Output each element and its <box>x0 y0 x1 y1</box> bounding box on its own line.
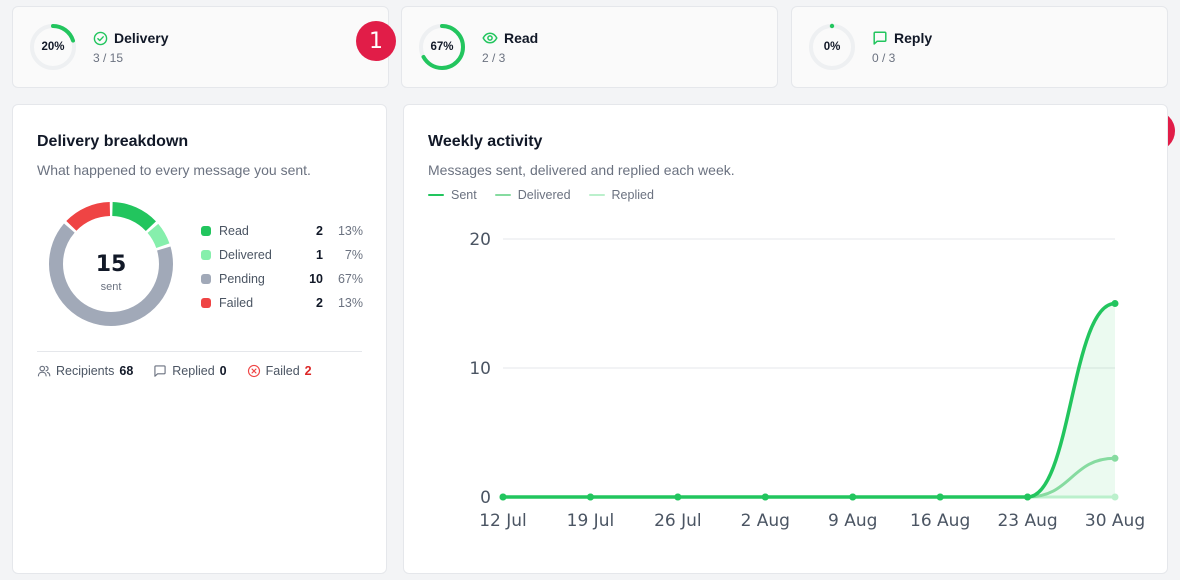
x-tick-label: 30 Aug <box>1085 511 1145 531</box>
legend-swatch <box>201 274 211 284</box>
message-square-icon <box>154 365 166 377</box>
series-area-sent <box>503 303 1115 497</box>
legend-count: 2 <box>316 296 323 310</box>
weekly-subtitle: Messages sent, delivered and replied eac… <box>428 162 735 178</box>
recipients-value: 68 <box>119 364 134 378</box>
legend-swatch <box>494 194 511 196</box>
series-line-sent <box>501 301 1117 499</box>
x-tick-label: 19 Jul <box>567 511 615 531</box>
failed-label: Failed <box>265 364 300 378</box>
donut-total: 15 <box>96 252 127 277</box>
donut-total-label: sent <box>101 281 122 293</box>
data-point-sent <box>849 493 857 501</box>
legend-swatch <box>588 194 605 196</box>
legend-count: 2 <box>316 224 323 238</box>
legend-swatch <box>201 226 211 236</box>
legend-percent: 13% <box>337 224 363 238</box>
reply-count: 0 / 3 <box>872 51 896 65</box>
x-tick-label: 16 Aug <box>910 511 970 531</box>
weekly-line-chart: 0 10 20 12 Jul 19 Jul 26 Jul 2 Aug 9 Aug 16 Aug 2… <box>469 230 1145 531</box>
data-point-sent <box>586 493 594 501</box>
data-point-sent <box>499 493 507 501</box>
stat-card-delivery: 20% Delivery 3 / 15 <box>12 6 389 88</box>
series-line-delivered <box>501 456 1117 499</box>
legend-item-replied: Replied <box>588 188 654 202</box>
legend-percent: 7% <box>344 248 363 262</box>
ring-svg <box>30 24 76 70</box>
legend-count: 10 <box>309 272 323 286</box>
legend-row-delivered: Delivered 1 7% <box>201 243 363 267</box>
delivery-progress-ring: 20% <box>29 23 77 71</box>
legend-label: Pending <box>219 272 265 286</box>
message-square-icon <box>873 31 887 45</box>
data-point-sent <box>1024 493 1032 501</box>
data-point-sent <box>761 493 769 501</box>
y-tick-label: 0 <box>480 488 491 508</box>
reply-percent: 0% <box>823 41 841 53</box>
legend-percent: 13% <box>337 296 363 310</box>
reply-title: Reply <box>894 30 933 46</box>
data-point-sent <box>1111 300 1119 307</box>
legend-swatch <box>201 250 211 260</box>
breakdown-footer: Recipients 68 Replied 0 Failed 2 <box>37 364 332 378</box>
recipients-label: Recipients <box>56 364 115 378</box>
check-circle-icon <box>93 31 108 45</box>
delivery-title: Delivery <box>114 30 169 46</box>
x-tick-label: 2 Aug <box>741 511 790 531</box>
y-tick-label: 20 <box>469 230 491 250</box>
stat-card-read: 67% Read 2 / 3 <box>401 6 778 88</box>
x-circle-icon <box>247 364 260 378</box>
delivery-percent: 20% <box>41 41 65 53</box>
legend-percent: 67% <box>337 272 363 286</box>
breakdown-donut-chart: 15 sent <box>49 202 173 326</box>
x-tick-label: 23 Aug <box>997 511 1057 531</box>
legend-label: Sent <box>451 188 477 202</box>
legend-item-delivered: Delivered <box>494 188 571 202</box>
legend-item-sent: Sent <box>428 188 477 202</box>
weekly-activity-card: Weekly activity Messages sent, delivered… <box>403 104 1168 574</box>
breakdown-title: Delivery breakdown <box>37 133 189 150</box>
ring-svg <box>419 24 465 70</box>
y-tick-label: 10 <box>469 359 491 379</box>
replied-value: 0 <box>219 364 227 378</box>
read-progress-ring: 67% <box>418 23 466 71</box>
legend-row-failed: Failed 2 13% <box>201 291 363 315</box>
replied-label: Replied <box>172 364 215 378</box>
data-point-sent <box>936 493 944 501</box>
ring-svg <box>809 23 855 70</box>
x-tick-label: 9 Aug <box>828 511 877 531</box>
legend-label: Delivered <box>517 188 571 202</box>
read-percent: 67% <box>430 41 454 53</box>
delivery-breakdown-card: Delivery breakdown What happened to ever… <box>12 104 387 574</box>
reply-progress-ring: 0% <box>808 23 856 71</box>
annotation-badge-1: 1 <box>356 21 396 61</box>
legend-label: Delivered <box>219 248 272 262</box>
eye-icon <box>482 32 498 44</box>
stat-card-reply: 0% Reply 0 / 3 <box>791 6 1168 88</box>
weekly-title: Weekly activity <box>428 133 543 150</box>
users-icon <box>37 365 51 377</box>
data-point-sent <box>674 493 682 501</box>
x-tick-label: 26 Jul <box>654 511 702 531</box>
failed-value: 2 <box>304 364 312 378</box>
legend-label: Replied <box>611 188 654 202</box>
legend-label: Read <box>219 224 249 238</box>
legend-label: Failed <box>219 296 254 310</box>
legend-swatch <box>428 194 444 196</box>
legend-row-read: Read 2 13% <box>201 219 363 243</box>
legend-row-pending: Pending 10 67% <box>201 267 363 291</box>
x-tick-label: 12 Jul <box>479 511 527 531</box>
breakdown-divider <box>37 351 362 352</box>
read-title: Read <box>504 30 539 46</box>
weekly-legend: Sent Delivered Replied <box>428 188 672 202</box>
breakdown-subtitle: What happened to every message you sent. <box>37 162 311 178</box>
legend-count: 1 <box>316 248 323 262</box>
delivery-count: 3 / 15 <box>93 51 124 65</box>
data-point-replied <box>1111 493 1119 501</box>
donut-segment-pending <box>49 202 173 326</box>
read-count: 2 / 3 <box>482 51 506 65</box>
legend-swatch <box>201 298 211 308</box>
data-point-delivered <box>1111 454 1119 462</box>
breakdown-legend: Read 2 13% Delivered 1 7% Pending 10 67% Failed 2 1… <box>201 219 363 315</box>
